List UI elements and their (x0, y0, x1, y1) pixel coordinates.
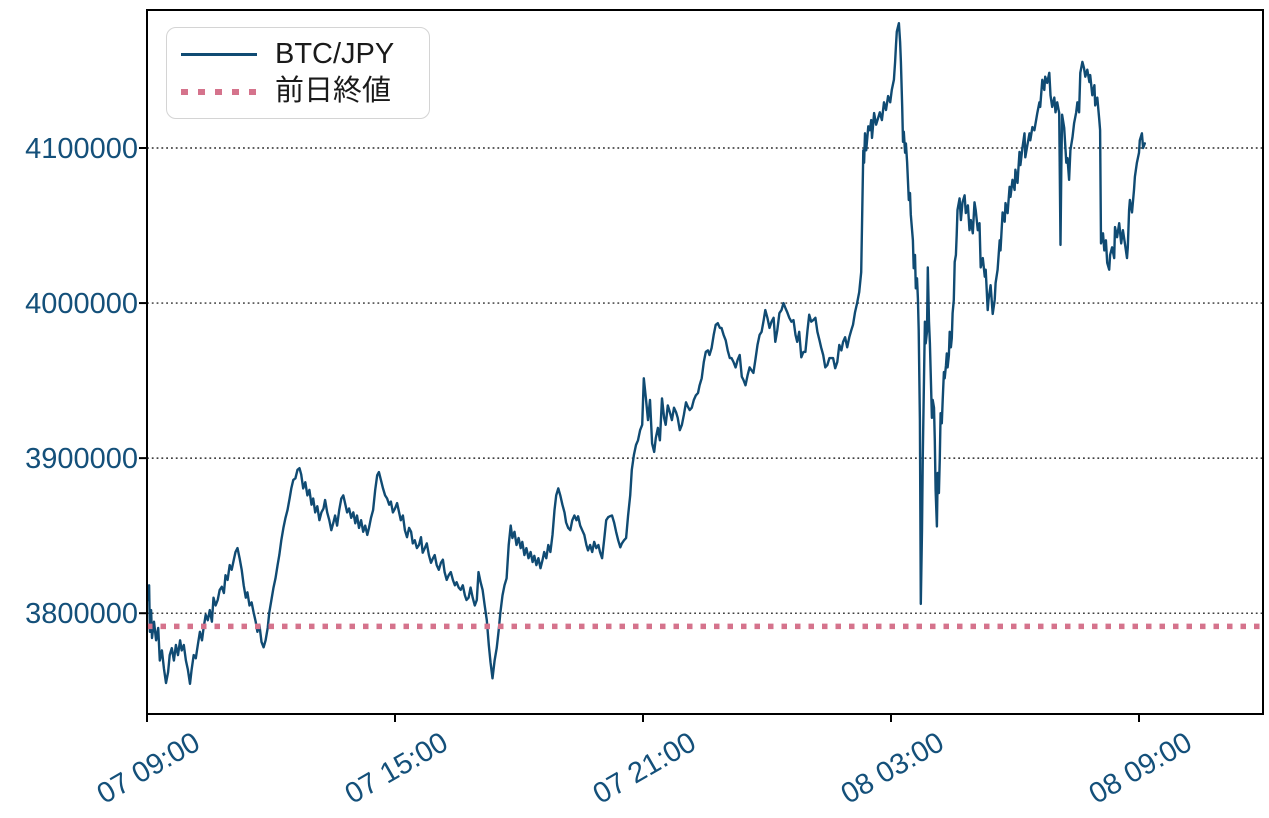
axis-labels-layer: 3800000 3900000 4000000 4100000 07 09:00 07 1… (25, 133, 1197, 810)
y-axis-tick-label: 3900000 (25, 443, 138, 475)
legend: BTC/JPY 前日終値 (166, 27, 430, 119)
legend-item-prev-close: 前日終値 (181, 77, 415, 106)
plot-border (146, 9, 1264, 715)
legend-item-btcjpy: BTC/JPY (181, 40, 415, 69)
x-axis-tick-label: 08 03:00 (836, 726, 950, 810)
x-axis-tick-label: 07 15:00 (340, 726, 454, 810)
series-layer (146, 22, 1263, 685)
x-axis-tick-label: 07 21:00 (588, 726, 702, 810)
axis-ticks-layer (139, 147, 1140, 722)
legend-dotted-line-sample (181, 88, 257, 95)
legend-label-btcjpy: BTC/JPY (275, 38, 395, 70)
btc-jpy-line (146, 22, 1147, 685)
y-axis-tick-label: 4000000 (25, 288, 138, 320)
y-axis-tick-label: 4100000 (25, 133, 138, 165)
legend-solid-line-sample (181, 53, 257, 56)
legend-label-prev-close: 前日終値 (275, 75, 392, 107)
grid-layer (147, 147, 1263, 614)
y-axis-tick-label: 3800000 (25, 598, 138, 630)
x-axis-tick-label: 07 09:00 (92, 726, 206, 810)
x-axis-tick-label: 08 09:00 (1084, 726, 1198, 810)
